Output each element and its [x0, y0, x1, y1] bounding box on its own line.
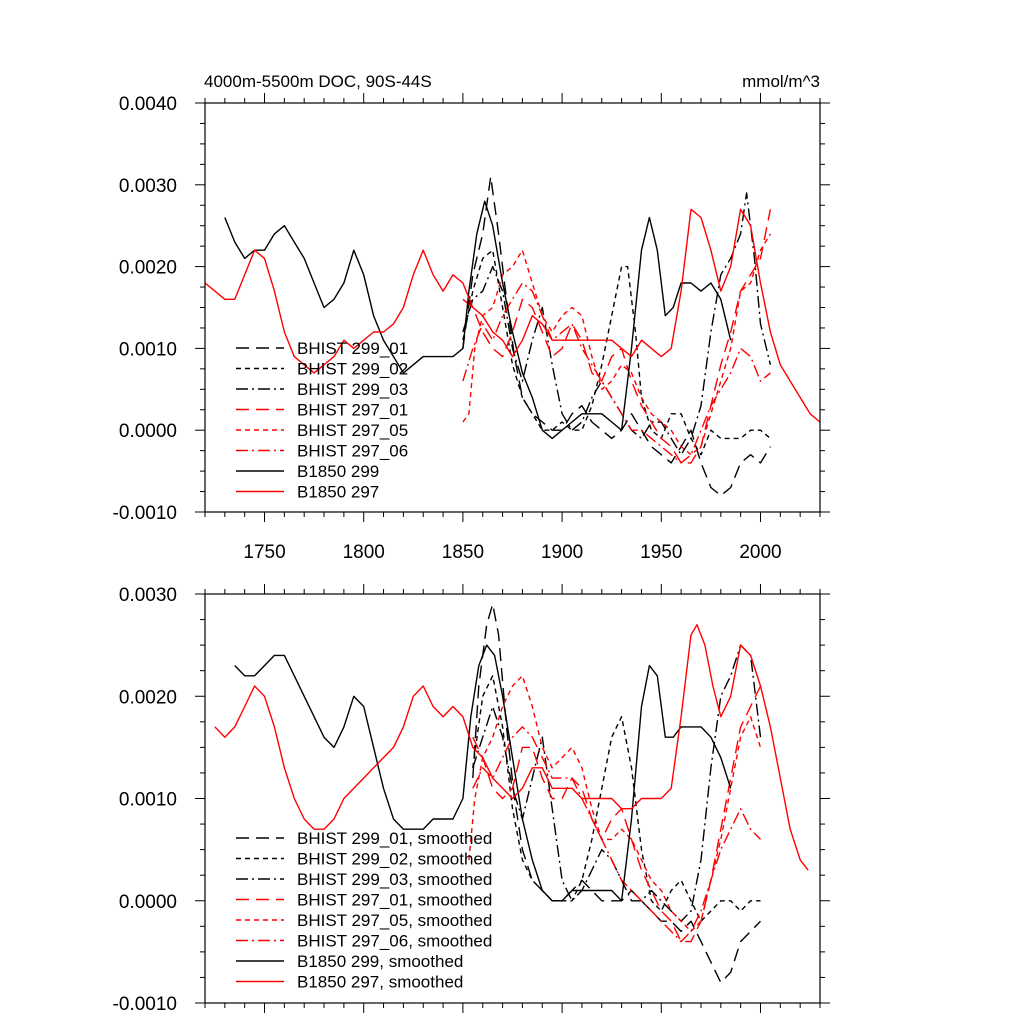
legend-label-5: BHIST 297_05, smoothed [297, 911, 492, 930]
y-tick-label: 0.0010 [119, 339, 177, 360]
y-tick-label: -0.0010 [113, 994, 177, 1015]
legend-label-8: B1850 297 [297, 483, 379, 502]
legend-label-4: BHIST 297_01 [297, 401, 408, 420]
y-tick-label: 0.0030 [119, 176, 177, 197]
panel-1: 1750 1800 1850 1900 1950 2000 -0.0010 0.0000 0.0… [113, 93, 830, 563]
series-line-3 [462, 192, 772, 456]
series-line-4 [462, 209, 772, 464]
x-tick-label: 1900 [541, 542, 583, 563]
legend-label-6: BHIST 297_06, smoothed [297, 932, 492, 951]
legend-label-5: BHIST 297_05 [297, 421, 408, 440]
legend-label-4: BHIST 297_01, smoothed [297, 891, 492, 910]
plot-area [205, 175, 820, 497]
legend-label-7: B1850 299 [297, 462, 379, 481]
x-tick-label: 1800 [343, 542, 385, 563]
legend-label-2: BHIST 299_02 [297, 360, 408, 379]
series-line-7 [224, 200, 732, 440]
y-tick-label: 0.0020 [119, 258, 177, 279]
series-line-1 [462, 175, 771, 497]
legend-label-8: B1850 297, smoothed [297, 973, 463, 992]
series-line-8 [214, 624, 809, 871]
y-tick-label: 0.0010 [119, 790, 177, 811]
series-line-7 [234, 644, 732, 902]
series-line-5 [462, 233, 771, 456]
legend: BHIST 299_01, smoothed BHIST 299_02, smoo… [236, 829, 492, 992]
panel-1-title: 4000m-5500m DOC, 90S-44S [204, 72, 432, 91]
plot-area [214, 603, 809, 984]
y-tick-label: -0.0010 [113, 503, 177, 524]
y-tick-label: 0.0030 [119, 585, 177, 606]
series-line-2 [462, 249, 771, 456]
legend-label-3: BHIST 299_03, smoothed [297, 870, 492, 889]
y-tick-label: 0.0000 [119, 892, 177, 913]
series-line-6 [462, 282, 771, 464]
x-tick-label: 2000 [739, 542, 781, 563]
series-line-1 [472, 603, 762, 984]
series-line-4 [472, 685, 762, 943]
x-tick-label: 1950 [640, 542, 682, 563]
y-tick-label: 0.0040 [119, 94, 177, 115]
x-tick-label: 1850 [442, 542, 484, 563]
series-line-8 [205, 208, 820, 423]
series-line-6 [472, 726, 762, 943]
legend-label-2: BHIST 299_02, smoothed [297, 850, 492, 869]
y-tick-label: 0.0000 [119, 421, 177, 442]
series-line-3 [472, 644, 762, 922]
y-tick-label: 0.0020 [119, 687, 177, 708]
series-line-2 [472, 675, 761, 922]
legend-label-3: BHIST 299_03 [297, 380, 408, 399]
legend-label-7: B1850 299, smoothed [297, 952, 463, 971]
legend-label-6: BHIST 297_06 [297, 442, 408, 461]
panel-1-units: mmol/m^3 [742, 72, 820, 91]
legend-label-1: BHIST 299_01, smoothed [297, 829, 492, 848]
panel-2: -0.0010 0.0000 0.0010 0.0020 0.0030 BHIST 299… [113, 584, 830, 1015]
legend-label-1: BHIST 299_01 [297, 339, 408, 358]
x-tick-label: 1750 [243, 542, 285, 563]
